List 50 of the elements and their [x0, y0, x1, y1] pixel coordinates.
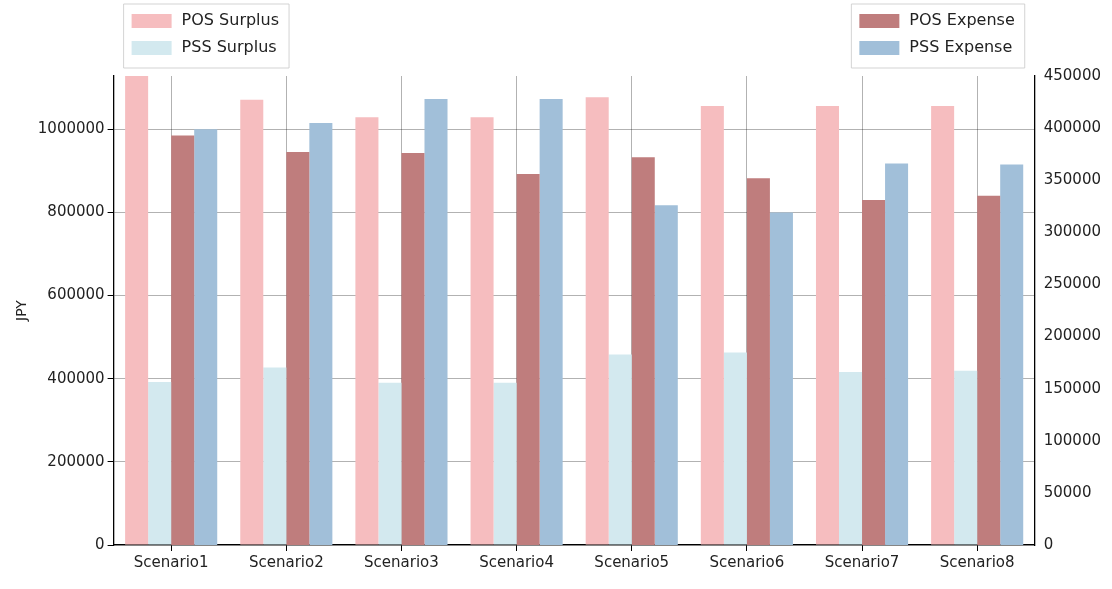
bar [1000, 164, 1024, 545]
bar [585, 97, 609, 545]
bar [700, 105, 724, 545]
y-tick-label: 200000 [47, 451, 105, 470]
y2-tick-label: 150000 [1043, 378, 1101, 397]
bar [286, 152, 310, 545]
y-axis-title: JPY [13, 299, 30, 322]
y-tick-label: 800000 [47, 202, 105, 221]
bar [171, 135, 195, 545]
y-tick-label: 1000000 [37, 119, 105, 138]
bar [631, 157, 655, 545]
y-tick-label: 400000 [47, 368, 105, 387]
x-tick-label: Scenario2 [248, 552, 324, 571]
x-tick-label: Scenario4 [479, 552, 554, 571]
bar [424, 98, 448, 545]
bar [769, 212, 793, 545]
bar [355, 117, 379, 545]
bar [815, 105, 839, 545]
y-tick-label: 0 [95, 534, 105, 553]
bar [470, 117, 494, 545]
y2-tick-label: 350000 [1043, 170, 1101, 189]
y-tick-label: 600000 [47, 285, 105, 304]
bar [401, 153, 425, 545]
bar [125, 76, 149, 545]
y2-tick-label: 400000 [1043, 118, 1101, 136]
y2-tick-label: 0 [1043, 534, 1054, 553]
x-tick-label: Scenario6 [709, 552, 785, 571]
bar [194, 129, 218, 545]
bar [240, 99, 264, 545]
y2-tick-label: 50000 [1043, 482, 1092, 501]
legend-label: PSS Expense [909, 37, 1013, 57]
legend-label: PSS Surplus [181, 37, 277, 57]
bar [309, 122, 333, 545]
x-tick-label: Scenario7 [824, 552, 900, 571]
x-tick-label: Scenario3 [364, 552, 439, 571]
bar [516, 173, 540, 545]
legend-label: POS Surplus [181, 10, 280, 30]
bar [931, 105, 955, 545]
bar [539, 98, 563, 545]
y2-tick-label: 450000 [1043, 65, 1101, 84]
y2-tick-label: 200000 [1043, 326, 1101, 345]
bar [654, 205, 678, 545]
legend-label: POS Expense [909, 10, 1015, 30]
x-tick-label: Scenario1 [133, 552, 209, 571]
x-tick-label: Scenario8 [939, 552, 1015, 571]
y2-tick-label: 250000 [1043, 274, 1101, 293]
x-tick-label: Scenario5 [594, 552, 670, 571]
bar [885, 163, 909, 545]
y2-tick-label: 300000 [1043, 222, 1101, 241]
y2-tick-label: 100000 [1043, 430, 1101, 449]
